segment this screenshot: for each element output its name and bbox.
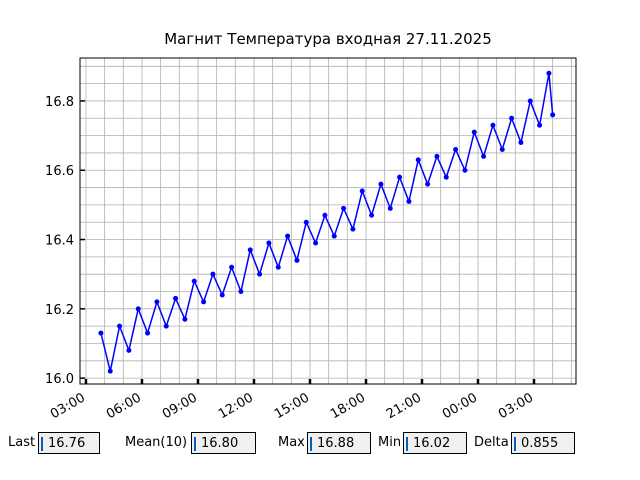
field-label: Mean(10) — [125, 435, 188, 450]
field-value[interactable]: 16.80 — [191, 432, 256, 454]
x-tick-label: 06:00 — [104, 390, 144, 422]
marker — [163, 323, 169, 329]
field-label: Min — [378, 435, 402, 450]
marker — [173, 295, 179, 301]
marker — [425, 181, 431, 187]
marker — [471, 129, 477, 135]
marker — [434, 153, 440, 159]
marker — [107, 368, 113, 374]
marker — [453, 146, 459, 152]
marker — [313, 240, 319, 246]
x-tick-label: 00:00 — [440, 390, 480, 422]
x-tick-label: 21:00 — [384, 390, 424, 422]
chart: Магнит Температура входная 27.11.2025 16… — [45, 30, 577, 422]
marker — [303, 219, 309, 225]
marker — [359, 188, 365, 194]
y-tick-label: 16.8 — [45, 95, 74, 110]
marker — [135, 306, 141, 312]
marker — [191, 278, 197, 284]
y-tick-label: 16.4 — [45, 234, 74, 249]
field-value[interactable]: 0.855 — [511, 432, 575, 454]
field-value[interactable]: 16.02 — [403, 432, 467, 454]
marker — [229, 264, 235, 270]
y-tick-label: 16.0 — [45, 372, 74, 387]
marker — [490, 122, 496, 128]
marker — [499, 146, 505, 152]
x-tick-label: 09:00 — [160, 390, 200, 422]
marker — [378, 181, 384, 187]
field-value[interactable]: 16.88 — [307, 432, 371, 454]
field-label: Delta — [474, 435, 509, 450]
x-tick-label: 12:00 — [216, 390, 256, 422]
marker — [154, 299, 160, 305]
field-label: Last — [8, 435, 36, 450]
chart-title: Магнит Температура входная 27.11.2025 — [164, 30, 492, 48]
marker — [219, 292, 225, 298]
marker — [210, 271, 216, 277]
marker — [462, 167, 468, 173]
marker — [285, 233, 291, 239]
marker — [247, 247, 253, 253]
marker — [443, 174, 449, 180]
marker — [397, 174, 403, 180]
marker — [341, 205, 347, 211]
marker — [238, 289, 244, 295]
marker — [537, 122, 543, 128]
field-value[interactable]: 16.76 — [38, 432, 100, 454]
marker — [294, 257, 300, 263]
marker — [518, 140, 524, 146]
marker — [387, 205, 393, 211]
marker — [98, 330, 104, 336]
marker — [406, 198, 412, 204]
marker — [201, 299, 207, 305]
marker — [527, 98, 533, 104]
marker — [369, 212, 375, 218]
marker — [145, 330, 151, 336]
y-tick-label: 16.2 — [45, 303, 74, 318]
marker — [546, 70, 552, 76]
x-tick-label: 03:00 — [496, 390, 536, 422]
marker — [550, 112, 556, 118]
x-tick-label: 15:00 — [272, 390, 312, 422]
marker — [266, 240, 272, 246]
marker — [331, 233, 337, 239]
y-tick-label: 16.6 — [45, 164, 74, 179]
marker — [275, 264, 281, 270]
x-tick-label: 03:00 — [48, 390, 88, 422]
marker — [117, 323, 123, 329]
marker — [182, 316, 188, 322]
marker — [322, 212, 328, 218]
marker — [481, 153, 487, 159]
marker — [350, 226, 356, 232]
marker — [415, 157, 421, 163]
marker — [257, 271, 263, 277]
marker — [126, 347, 132, 353]
field-label: Max — [278, 435, 305, 450]
line — [100, 73, 554, 372]
axes-frame — [79, 57, 577, 385]
x-tick-label: 18:00 — [328, 390, 368, 422]
marker — [509, 115, 515, 121]
